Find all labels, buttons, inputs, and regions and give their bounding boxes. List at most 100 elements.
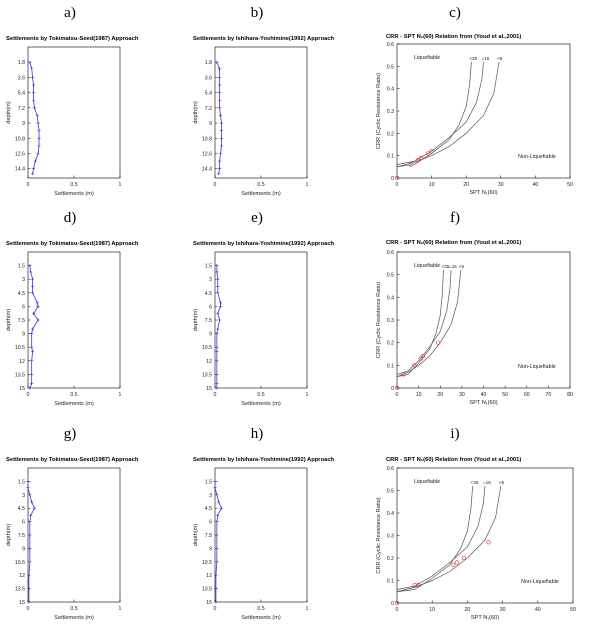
y-tick-label: 3: [209, 277, 212, 283]
fines-curve-label: <5: [459, 264, 465, 269]
x-axis-label: Settlements (m): [241, 401, 281, 407]
y-tick-label: 0.1: [387, 579, 394, 585]
data-point-marker: [216, 513, 220, 517]
y-tick-label: 13.5: [15, 587, 25, 593]
x-tick-label: 20: [465, 607, 471, 613]
data-point-marker: [215, 493, 219, 497]
data-point-marker: [213, 486, 217, 490]
data-point-marker: [216, 312, 220, 316]
x-tick-label: 40: [481, 392, 487, 398]
plot-frame: [396, 43, 571, 179]
x-tick-label: 0: [27, 182, 30, 188]
data-point-marker: [217, 172, 221, 176]
chart-title: Settlements by Ishihara-Yoshimine(1992) …: [193, 36, 335, 42]
data-point-marker: [35, 301, 39, 305]
data-point-marker: [37, 136, 41, 140]
x-tick-label: 0.5: [257, 606, 264, 612]
y-tick-label: 13.5: [202, 587, 212, 593]
x-tick-label: 30: [500, 607, 506, 613]
fines-curve-label: =15: [449, 264, 457, 269]
y-tick-label: 1.8: [205, 60, 212, 66]
data-point-marker: [216, 327, 220, 331]
chart-panel-e: e) Settlements by Ishihara-Yoshimine(1992…: [193, 210, 335, 407]
y-tick-label: 0.1: [387, 154, 394, 160]
x-axis-label: SPT N₁(60): [469, 400, 497, 406]
data-point-marker: [37, 144, 41, 148]
x-tick-label: 30: [459, 392, 465, 398]
y-tick-label: 3: [209, 493, 212, 499]
fines-curve-label: <35: [471, 480, 479, 485]
y-tick-label: 9: [209, 332, 212, 338]
crr-data-point: [451, 562, 456, 567]
x-tick-label: 1: [119, 182, 122, 188]
data-point-marker: [28, 60, 32, 64]
plot-frame: [27, 251, 121, 389]
crr-data-point: [435, 340, 441, 345]
data-point-marker: [218, 67, 222, 71]
y-tick-label: 3: [22, 277, 25, 283]
y-tick-label: 10.5: [202, 560, 212, 566]
y-tick-label: 0.3: [387, 109, 394, 115]
y-tick-label: 7.5: [205, 533, 212, 539]
y-axis-label: depth(m): [193, 101, 199, 124]
y-axis-label: depth(m): [193, 524, 199, 547]
x-tick-label: 0.5: [257, 182, 264, 188]
panel-letter: f): [450, 210, 460, 226]
data-point-marker: [30, 381, 34, 386]
data-point-marker: [31, 284, 35, 289]
data-point-marker: [216, 291, 220, 295]
y-tick-label: 0: [391, 386, 394, 392]
y-tick-label: 9: [209, 121, 212, 127]
data-point-marker: [217, 500, 221, 504]
data-point-marker: [31, 91, 36, 95]
data-point-marker: [31, 350, 35, 354]
fines-curve-label: <5: [497, 56, 503, 61]
fines-curve-label: <35: [469, 56, 477, 61]
data-point-marker: [214, 587, 218, 591]
y-tick-label: 7.2: [205, 106, 212, 112]
y-tick-label: 6: [22, 304, 25, 310]
fines-curve-label: =15: [483, 480, 491, 485]
y-axis-label: depth(m): [6, 309, 12, 332]
data-point-marker: [215, 372, 219, 376]
y-tick-label: 7.5: [205, 318, 212, 324]
x-tick-label: 20: [437, 392, 443, 398]
crr-data-point: [426, 151, 431, 156]
data-point-marker: [218, 304, 223, 308]
plot-frame: [396, 467, 574, 604]
x-tick-label: 40: [533, 182, 539, 188]
x-tick-label: 50: [570, 607, 576, 613]
x-tick-label: 0: [396, 392, 399, 398]
data-point-marker: [218, 113, 223, 118]
y-tick-label: 10.5: [202, 345, 212, 351]
data-point-marker: [35, 113, 39, 118]
y-tick-label: 13.5: [15, 372, 25, 378]
y-tick-label: 0.6: [387, 466, 394, 472]
y-tick-label: 7.5: [18, 533, 25, 539]
y-tick-label: 10.8: [202, 136, 212, 142]
crr-data-point: [419, 155, 424, 160]
y-tick-label: 3.6: [18, 75, 25, 81]
y-tick-label: 12: [19, 359, 25, 365]
panel-letter: g): [64, 426, 77, 442]
data-point-marker: [218, 75, 222, 80]
data-point-marker: [215, 520, 219, 524]
x-tick-label: 50: [502, 392, 508, 398]
y-tick-label: 9: [22, 332, 25, 338]
data-point-marker: [27, 573, 31, 577]
x-tick-label: 0: [214, 182, 217, 188]
chart-panel-c: c) CRR - SPT N₁(60) Relation from (Youd e…: [376, 5, 573, 196]
chart-title: Settlements by Tokimatsu-Seed(1987) Appr…: [6, 241, 139, 247]
y-tick-label: 0.2: [387, 341, 394, 347]
fines-curve: [396, 61, 500, 168]
plot-frame: [27, 467, 121, 603]
data-point-marker: [36, 151, 40, 156]
data-point-marker: [30, 66, 34, 70]
crr-data-point: [394, 385, 400, 391]
data-point-marker: [31, 327, 35, 331]
y-tick-label: 4.5: [18, 291, 25, 297]
data-point-marker: [32, 506, 37, 510]
y-tick-label: 0: [391, 601, 394, 607]
fines-curve: [396, 485, 502, 593]
data-point-marker: [31, 291, 35, 295]
